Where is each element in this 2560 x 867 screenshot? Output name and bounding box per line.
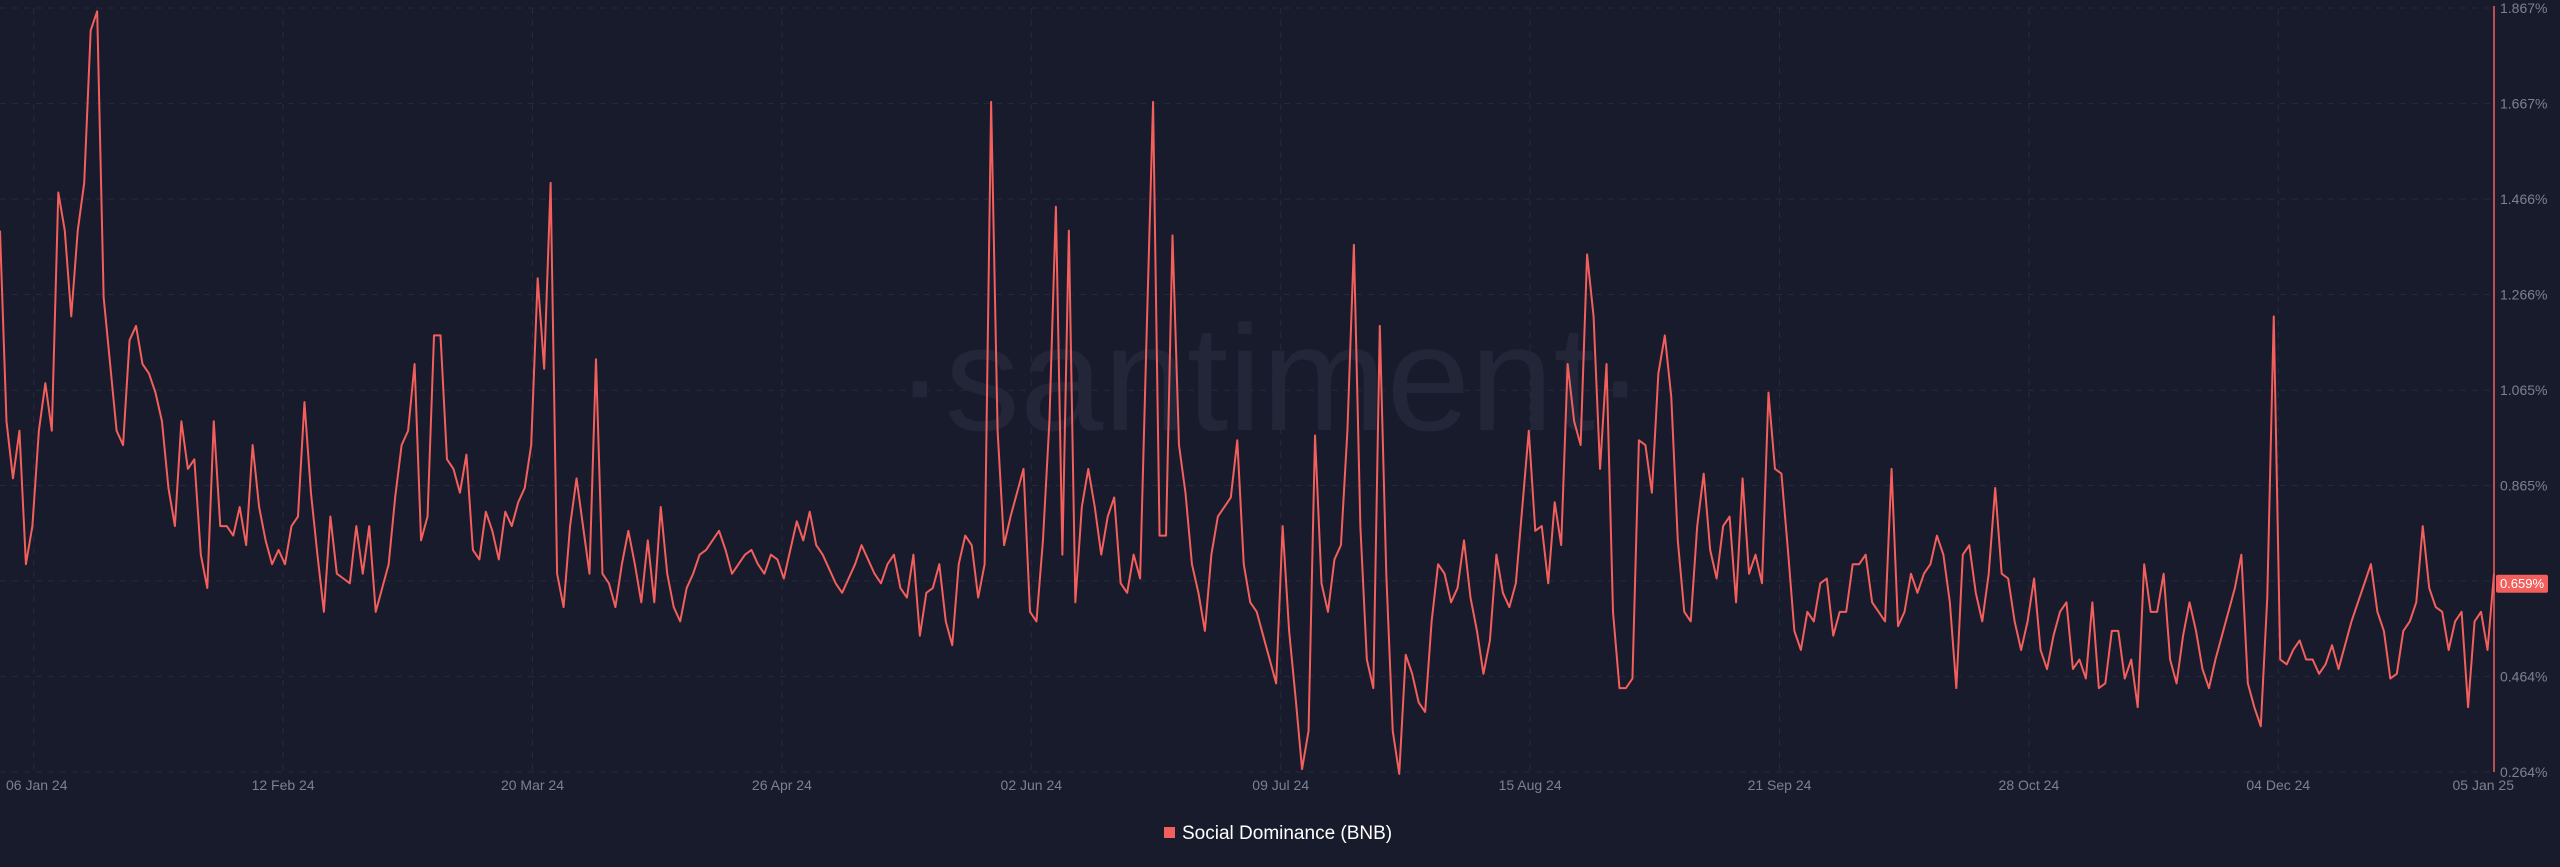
x-tick-label: 12 Feb 24 — [252, 777, 315, 793]
x-tick-label: 09 Jul 24 — [1252, 777, 1309, 793]
legend-label[interactable]: Social Dominance (BNB) — [1182, 823, 1392, 844]
y-tick-label: 1.667% — [2500, 95, 2547, 111]
y-tick-label: 1.466% — [2500, 191, 2547, 207]
x-tick-label: 05 Jan 25 — [2453, 777, 2515, 793]
x-tick-label: 20 Mar 24 — [501, 777, 564, 793]
x-tick-label: 02 Jun 24 — [1001, 777, 1063, 793]
y-tick-label: 0.865% — [2500, 478, 2547, 494]
plot-area[interactable] — [0, 10, 2495, 775]
x-tick-label: 26 Apr 24 — [752, 777, 812, 793]
y-tick-label: 1.266% — [2500, 286, 2547, 302]
santiment-watermark: ·santiment· — [895, 294, 1645, 462]
y-axis: 0.264%0.464%0.665%0.865%1.065%1.266%1.46… — [2500, 0, 2547, 780]
y-tick-label: 1.867% — [2500, 0, 2547, 16]
x-axis: 06 Jan 24 12 Feb 24 20 Mar 24 26 Apr 24 02 J… — [6, 777, 2514, 793]
x-tick-label: 21 Sep 24 — [1748, 777, 1812, 793]
series-line-0[interactable] — [0, 10, 2495, 775]
legend[interactable]: Social Dominance (BNB) — [1164, 823, 1392, 844]
y-tick-label: 0.464% — [2500, 669, 2547, 685]
x-tick-label: 04 Dec 24 — [2246, 777, 2310, 793]
x-tick-label: 15 Aug 24 — [1499, 777, 1562, 793]
current-value-label: 0.659% — [2500, 576, 2545, 591]
y-tick-label: 0.264% — [2500, 764, 2547, 780]
grid — [0, 7, 2495, 773]
y-tick-label: 1.065% — [2500, 382, 2547, 398]
x-tick-label: 28 Oct 24 — [1999, 777, 2060, 793]
current-value-badge: 0.659% — [2496, 574, 2548, 593]
legend-swatch — [1164, 827, 1175, 838]
current-value-badge-bg — [2496, 574, 2548, 593]
x-tick-label: 06 Jan 24 — [6, 777, 68, 793]
